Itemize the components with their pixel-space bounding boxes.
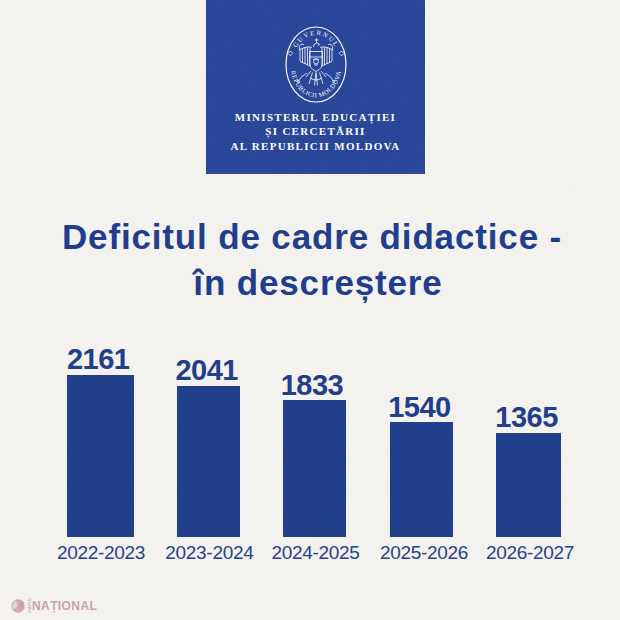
svg-text:GUVERNUL: GUVERNUL <box>291 29 340 49</box>
